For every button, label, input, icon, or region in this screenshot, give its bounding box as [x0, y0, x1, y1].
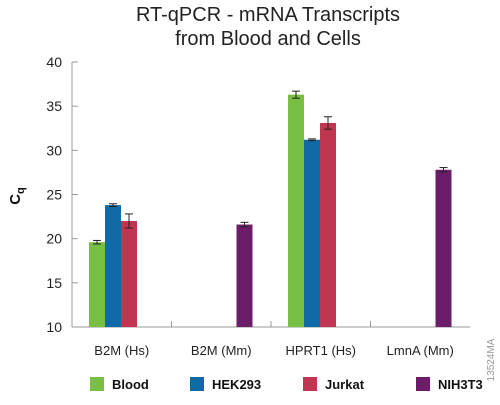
y-tick-label: 20: [46, 231, 62, 247]
legend-swatch: [303, 377, 317, 391]
legend: Blood HEK293 Jurkat NIH3T3: [90, 377, 483, 392]
bar: [105, 205, 121, 327]
bars: [89, 90, 452, 327]
axes: 10 15 20 25 30 35 40 B2M (Hs) B2M (Mm) HPRT1 (Hs)…: [46, 54, 470, 358]
bar: [320, 122, 336, 327]
legend-label: Blood: [112, 377, 149, 392]
bar: [288, 94, 304, 327]
legend-label: NIH3T3: [438, 377, 483, 392]
y-tick-label: 30: [46, 142, 62, 158]
x-tick-label: B2M (Mm): [191, 343, 252, 358]
x-tick-label: HPRT1 (Hs): [285, 343, 356, 358]
y-axis-label-main: C: [7, 194, 24, 205]
y-tick-label: 40: [46, 54, 62, 70]
x-tick-label: B2M (Hs): [94, 343, 149, 358]
x-tick-label: LmnA (Mm): [387, 343, 454, 358]
bar: [89, 242, 105, 327]
y-axis-label-subscript: q: [15, 187, 27, 194]
bar: [304, 139, 320, 327]
legend-swatch: [90, 377, 104, 391]
legend-label: Jurkat: [325, 377, 365, 392]
y-tick-label: 10: [46, 319, 62, 335]
bar: [121, 221, 137, 327]
bar: [435, 169, 452, 327]
chart-title-line-1: RT-qPCR - mRNA Transcripts: [136, 4, 400, 26]
legend-swatch: [190, 377, 204, 391]
y-tick-label: 35: [46, 98, 62, 114]
chart-title-line-2: from Blood and Cells: [175, 28, 361, 50]
legend-label: HEK293: [212, 377, 261, 392]
y-tick-label: 25: [46, 187, 62, 203]
y-tick-label: 15: [46, 275, 62, 291]
y-axis-label: Cq: [7, 187, 27, 205]
bar: [236, 224, 253, 327]
legend-swatch: [416, 377, 430, 391]
figure-code: 13524MA: [486, 338, 497, 381]
